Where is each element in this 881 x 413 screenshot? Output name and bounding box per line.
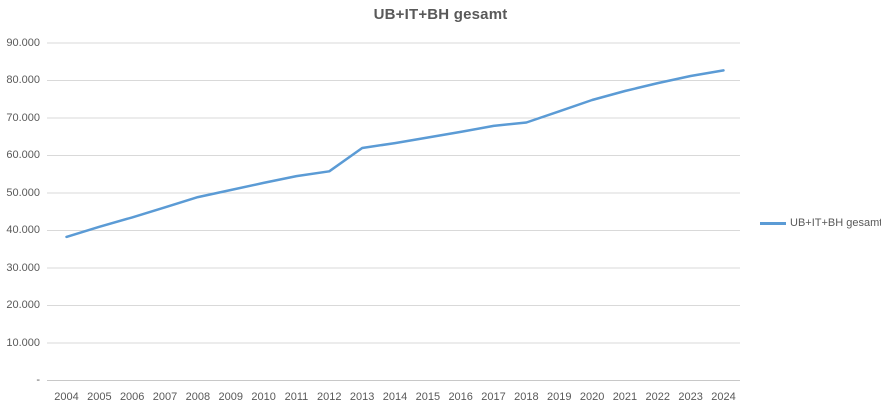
x-tick-label: 2017 <box>481 391 506 403</box>
x-tick-label: 2009 <box>218 391 243 403</box>
y-tick-label: 60.000 <box>6 149 40 161</box>
y-tick-label: 10.000 <box>6 336 40 349</box>
x-tick-label: 2013 <box>349 391 375 403</box>
x-tick-label: 2007 <box>152 391 178 403</box>
legend-line-swatch <box>760 221 786 225</box>
x-tick-label: 2022 <box>645 391 671 403</box>
x-tick-label: 2024 <box>711 391 736 403</box>
y-tick-label: 70.000 <box>6 111 40 124</box>
x-tick-label: 2015 <box>415 391 441 403</box>
x-tick-label: 2021 <box>612 391 638 403</box>
x-tick-label: 2019 <box>547 391 572 403</box>
x-tick-label: 2012 <box>317 391 342 403</box>
legend: UB+IT+BH gesamt <box>760 217 881 229</box>
x-tick-label: 2010 <box>251 391 276 403</box>
y-tick-label: 50.000 <box>6 186 40 199</box>
x-tick-label: 2018 <box>514 391 539 403</box>
x-tick-label: 2011 <box>284 391 309 403</box>
legend-label: UB+IT+BH gesamt <box>790 217 881 229</box>
x-tick-label: 2016 <box>448 391 473 403</box>
y-tick-label: 30.000 <box>6 261 40 274</box>
series-line <box>65 69 725 239</box>
y-tick-label: 20.000 <box>6 299 40 311</box>
x-tick-label: 2020 <box>579 391 605 403</box>
x-tick-label: 2006 <box>119 391 145 403</box>
y-tick-label: 80.000 <box>6 74 40 86</box>
x-tick-label: 2014 <box>382 391 408 403</box>
x-tick-label: 2004 <box>54 391 79 403</box>
y-tick-label: - <box>36 374 40 386</box>
chart-title: UB+IT+BH gesamt <box>373 6 508 23</box>
x-tick-label: 2023 <box>678 391 703 403</box>
y-tick-label: 90.000 <box>6 36 40 49</box>
x-tick-label: 2008 <box>185 391 211 403</box>
x-tick-label: 2005 <box>87 391 112 403</box>
y-tick-label: 40.000 <box>6 224 40 236</box>
